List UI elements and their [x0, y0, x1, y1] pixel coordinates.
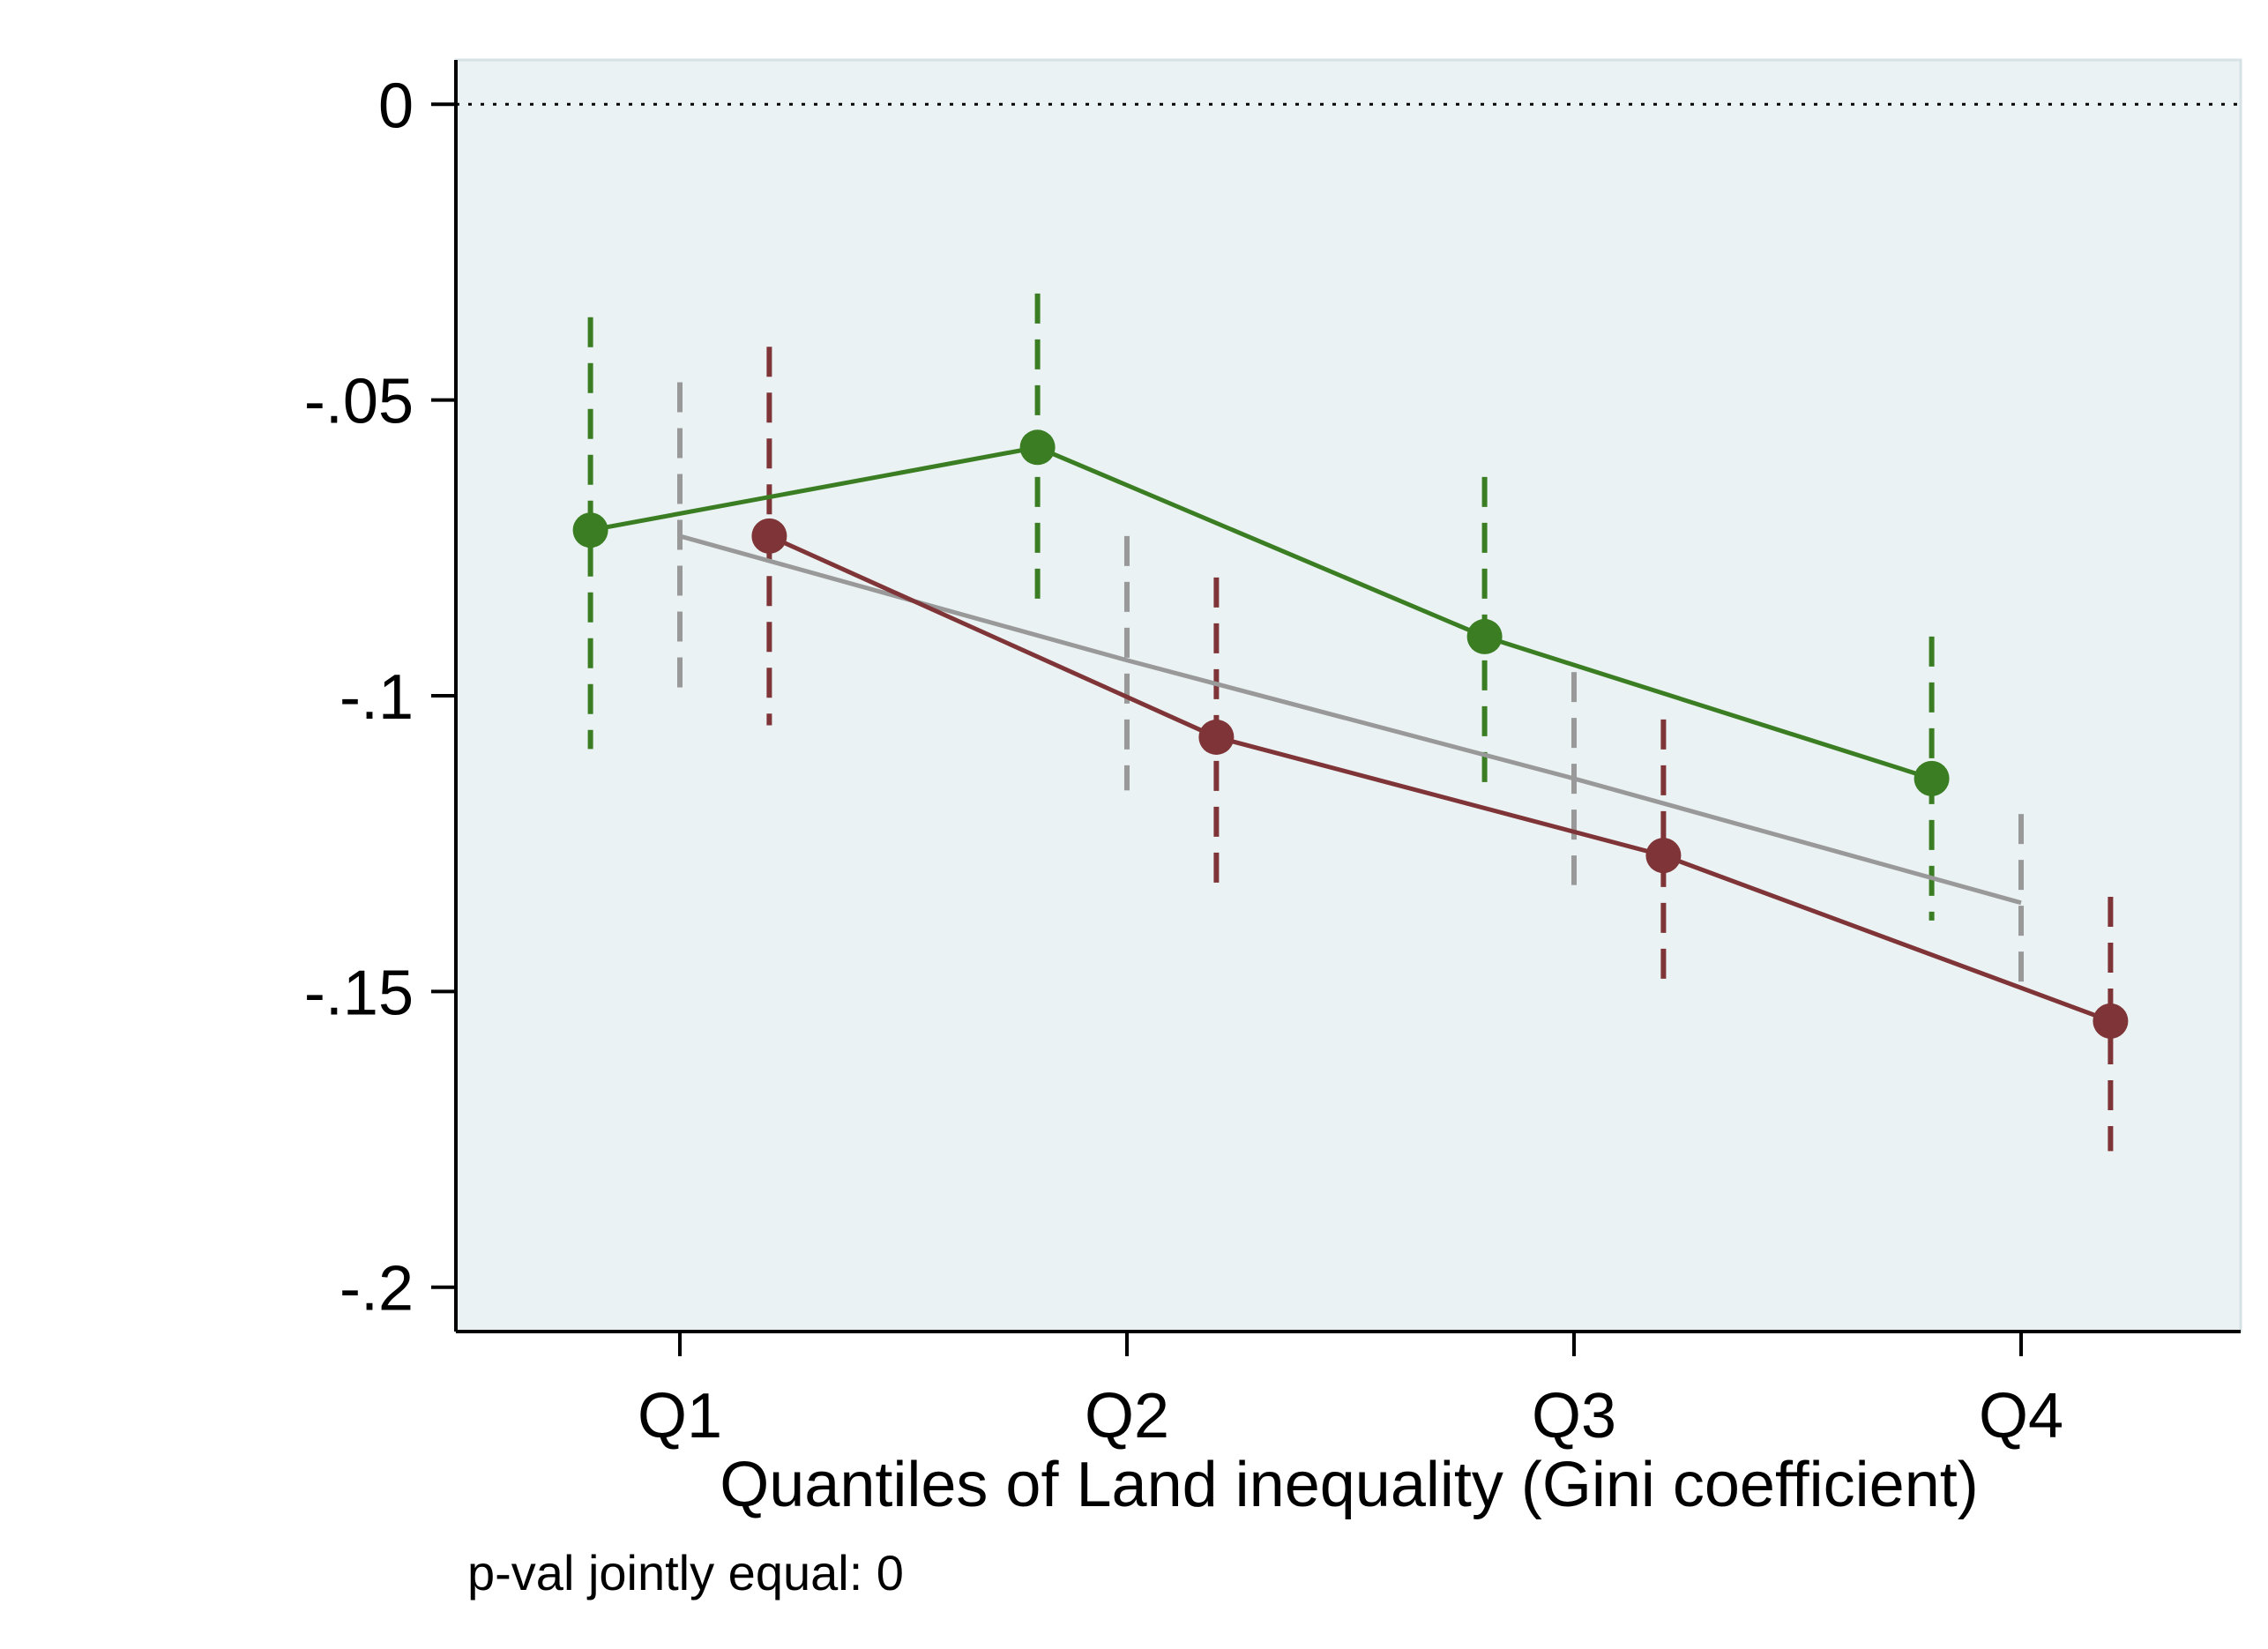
data-point: [572, 512, 608, 548]
data-point: [751, 518, 787, 554]
data-point: [2093, 1003, 2129, 1039]
data-point: [1914, 760, 1950, 796]
series-line: [768, 534, 2112, 1024]
plot-background: [454, 58, 2242, 1333]
x-tick-label: Q2: [1085, 1381, 1169, 1451]
data-point: [1019, 429, 1056, 466]
x-tick-label: Q4: [1979, 1381, 2063, 1451]
x-axis-title: Quantiles of Land inequality (Gini coeff…: [720, 1450, 1978, 1520]
x-tick-label: Q1: [638, 1381, 722, 1451]
marker-layer: [572, 429, 2129, 1039]
series-line: [590, 444, 1933, 781]
y-tick-label: 0: [378, 71, 414, 141]
series-line-layer: [590, 444, 2112, 1024]
y-tick-label: -.15: [304, 958, 414, 1028]
data-point: [1466, 618, 1503, 654]
axes-layer: 0 -.05 -.1 -.15 -.2 Q1 Q2 Q3 Q4: [304, 60, 2241, 1451]
y-tick-label: -.1: [339, 662, 414, 733]
data-point: [1198, 719, 1235, 755]
y-tick-label: -.05: [304, 367, 414, 437]
x-tick-label: Q3: [1532, 1381, 1616, 1451]
y-tick-label: -.2: [339, 1254, 414, 1324]
data-point: [1645, 838, 1682, 874]
footnote-pval: p-val jointly equal: 0: [467, 1545, 904, 1600]
